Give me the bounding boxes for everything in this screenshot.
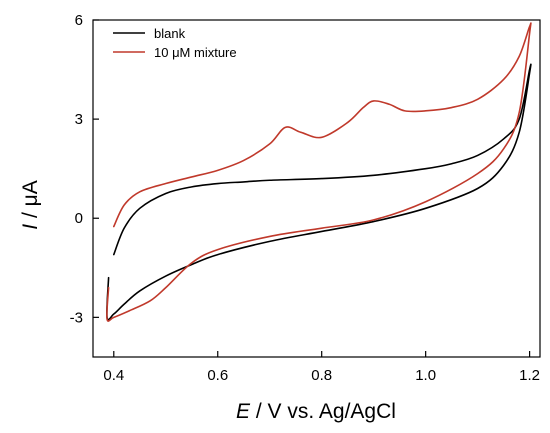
x-tick-label: 1.0 [415, 367, 436, 384]
x-axis: 0.4 0.6 0.8 1.0 1.2 [103, 351, 540, 384]
y-tick-label: 6 [75, 12, 83, 29]
series-line-mixture [106, 22, 532, 322]
y-tick-label: 3 [75, 111, 83, 128]
y-tick-label: -3 [70, 309, 83, 326]
series-line-blank [106, 63, 532, 321]
x-tick-label: 0.8 [311, 367, 332, 384]
series-layer [106, 22, 532, 322]
x-tick-label: 0.4 [103, 367, 124, 384]
legend-label-blank: blank [154, 26, 186, 41]
legend-label-mixture: 10 μM mixture [154, 45, 237, 60]
plot-frame [92, 19, 541, 358]
y-axis: -3 0 3 6 [70, 12, 99, 326]
x-tick-label: 0.6 [207, 367, 228, 384]
y-axis-variable: I [19, 224, 42, 230]
y-axis-label: I / μA [19, 180, 42, 229]
y-axis-unit: / μA [19, 180, 42, 224]
x-axis-unit: / V vs. Ag/AgCl [250, 400, 396, 423]
legend: blank 10 μM mixture [113, 26, 237, 60]
x-axis-label: E / V vs. Ag/AgCl [236, 400, 396, 423]
y-tick-label: 0 [75, 210, 83, 227]
x-tick-label: 1.2 [519, 367, 540, 384]
x-axis-variable: E [236, 400, 251, 423]
